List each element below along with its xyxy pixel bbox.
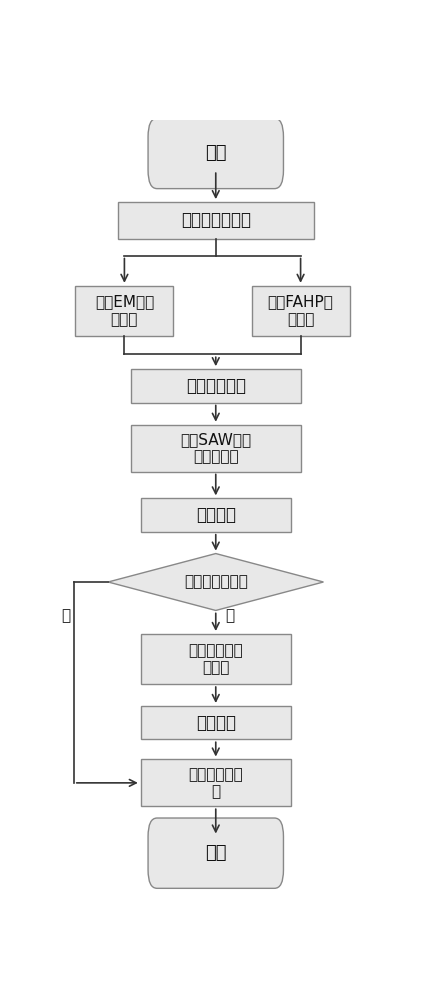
Text: 是: 是 xyxy=(226,608,234,623)
Text: 基于FAHP权
重求取: 基于FAHP权 重求取 xyxy=(268,295,333,327)
Text: 切换申请: 切换申请 xyxy=(196,506,236,524)
Text: 综合权重求取: 综合权重求取 xyxy=(186,377,246,395)
Polygon shape xyxy=(108,554,323,610)
Text: 开始: 开始 xyxy=(205,144,226,162)
FancyBboxPatch shape xyxy=(141,759,291,806)
Text: 否: 否 xyxy=(61,608,71,623)
FancyBboxPatch shape xyxy=(131,369,301,403)
FancyBboxPatch shape xyxy=(148,118,283,189)
FancyBboxPatch shape xyxy=(131,425,301,472)
Text: 切换执行: 切换执行 xyxy=(196,714,236,732)
Text: 是否为群组业务: 是否为群组业务 xyxy=(184,574,248,589)
Text: 基于EM的权
重求取: 基于EM的权 重求取 xyxy=(95,295,154,327)
FancyBboxPatch shape xyxy=(252,286,349,336)
Text: 判决因素归一化: 判决因素归一化 xyxy=(181,211,251,229)
FancyBboxPatch shape xyxy=(141,706,291,739)
Text: 切换申请优先
级排序: 切换申请优先 级排序 xyxy=(188,643,243,675)
Text: 基于SAW的候
选网络求取: 基于SAW的候 选网络求取 xyxy=(180,432,251,464)
FancyBboxPatch shape xyxy=(118,202,314,239)
FancyBboxPatch shape xyxy=(141,634,291,684)
FancyBboxPatch shape xyxy=(141,498,291,532)
Text: 结束: 结束 xyxy=(205,844,226,862)
FancyBboxPatch shape xyxy=(75,286,173,336)
FancyBboxPatch shape xyxy=(148,818,283,888)
Text: 切换至次优网
络: 切换至次优网 络 xyxy=(188,767,243,799)
